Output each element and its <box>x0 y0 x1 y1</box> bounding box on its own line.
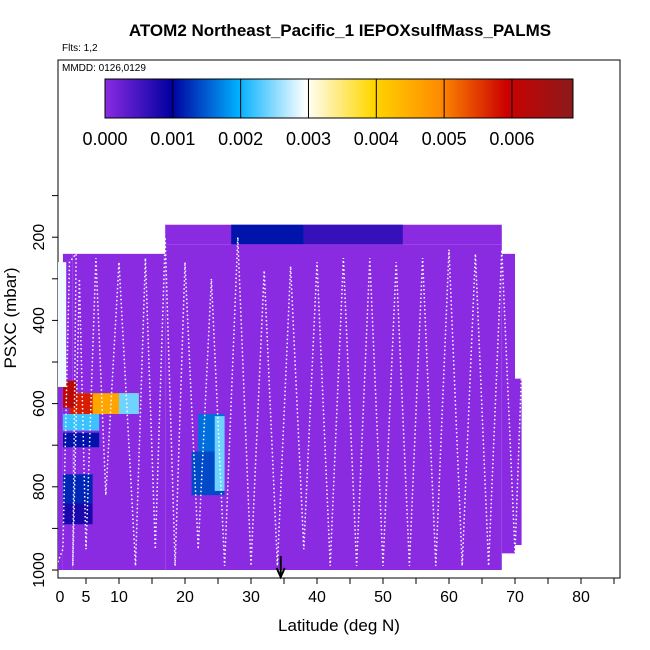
y-tick-label: 400 <box>31 307 48 334</box>
y-tick-label: 1000 <box>31 552 48 588</box>
data-cell <box>231 224 304 245</box>
chart-title: ATOM2 Northeast_Pacific_1 IEPOXsulfMass_… <box>129 21 551 40</box>
x-tick-label: 50 <box>374 589 392 606</box>
data-cell <box>58 262 67 387</box>
base-field-block <box>165 244 502 570</box>
x-tick-label: 0 <box>56 589 65 606</box>
y-axis-label: PSXC (mbar) <box>1 267 20 368</box>
base-field-block <box>62 253 73 570</box>
data-cell <box>62 414 100 431</box>
data-cell <box>62 380 77 408</box>
data-cell <box>62 474 93 504</box>
colorbar: 0.000 0.001 0.002 0.003 0.004 0.005 0.006 <box>82 78 574 149</box>
marker-arrowhead <box>275 567 286 580</box>
y-tick-label: 600 <box>31 390 48 417</box>
y-tick-label: 200 <box>31 224 48 251</box>
colorbar-tick-label: 0.002 <box>218 129 263 149</box>
data-cell <box>62 432 100 448</box>
base-field-block <box>58 278 63 570</box>
data-cell <box>119 393 139 414</box>
x-axis: 0 5 10 20 30 40 50 60 70 80 <box>56 578 615 606</box>
colorbar-tick-label: 0.005 <box>422 129 467 149</box>
x-tick-label: 70 <box>506 589 524 606</box>
data-cells <box>58 224 522 570</box>
x-tick-label: 30 <box>242 589 260 606</box>
x-tick-label: 5 <box>82 589 91 606</box>
colorbar-gradient <box>104 78 574 119</box>
data-cell <box>62 503 93 525</box>
colorbar-tick-label: 0.004 <box>354 129 399 149</box>
colorbar-tick-label: 0.003 <box>286 129 331 149</box>
mmdd-label: MMDD: 0126,0129 <box>62 63 146 74</box>
colorbar-tick-label: 0.000 <box>82 129 127 149</box>
colorbar-tick-label: 0.006 <box>489 129 534 149</box>
flight-track-line <box>58 237 523 566</box>
flight-track <box>58 237 523 566</box>
x-axis-label: Latitude (deg N) <box>278 616 400 635</box>
y-tick-label: 800 <box>31 473 48 500</box>
latitude-marker <box>275 556 286 580</box>
colorbar-tick-label: 0.001 <box>150 129 195 149</box>
x-tick-label: 20 <box>176 589 194 606</box>
x-tick-label: 80 <box>572 589 590 606</box>
y-axis: 200 400 600 800 1000 <box>31 195 58 588</box>
data-cell <box>303 224 403 245</box>
x-tick-label: 10 <box>110 589 128 606</box>
x-tick-label: 40 <box>308 589 326 606</box>
base-field-block <box>515 378 522 546</box>
flights-label: Flts: 1,2 <box>62 43 98 54</box>
x-tick-label: 60 <box>440 589 458 606</box>
